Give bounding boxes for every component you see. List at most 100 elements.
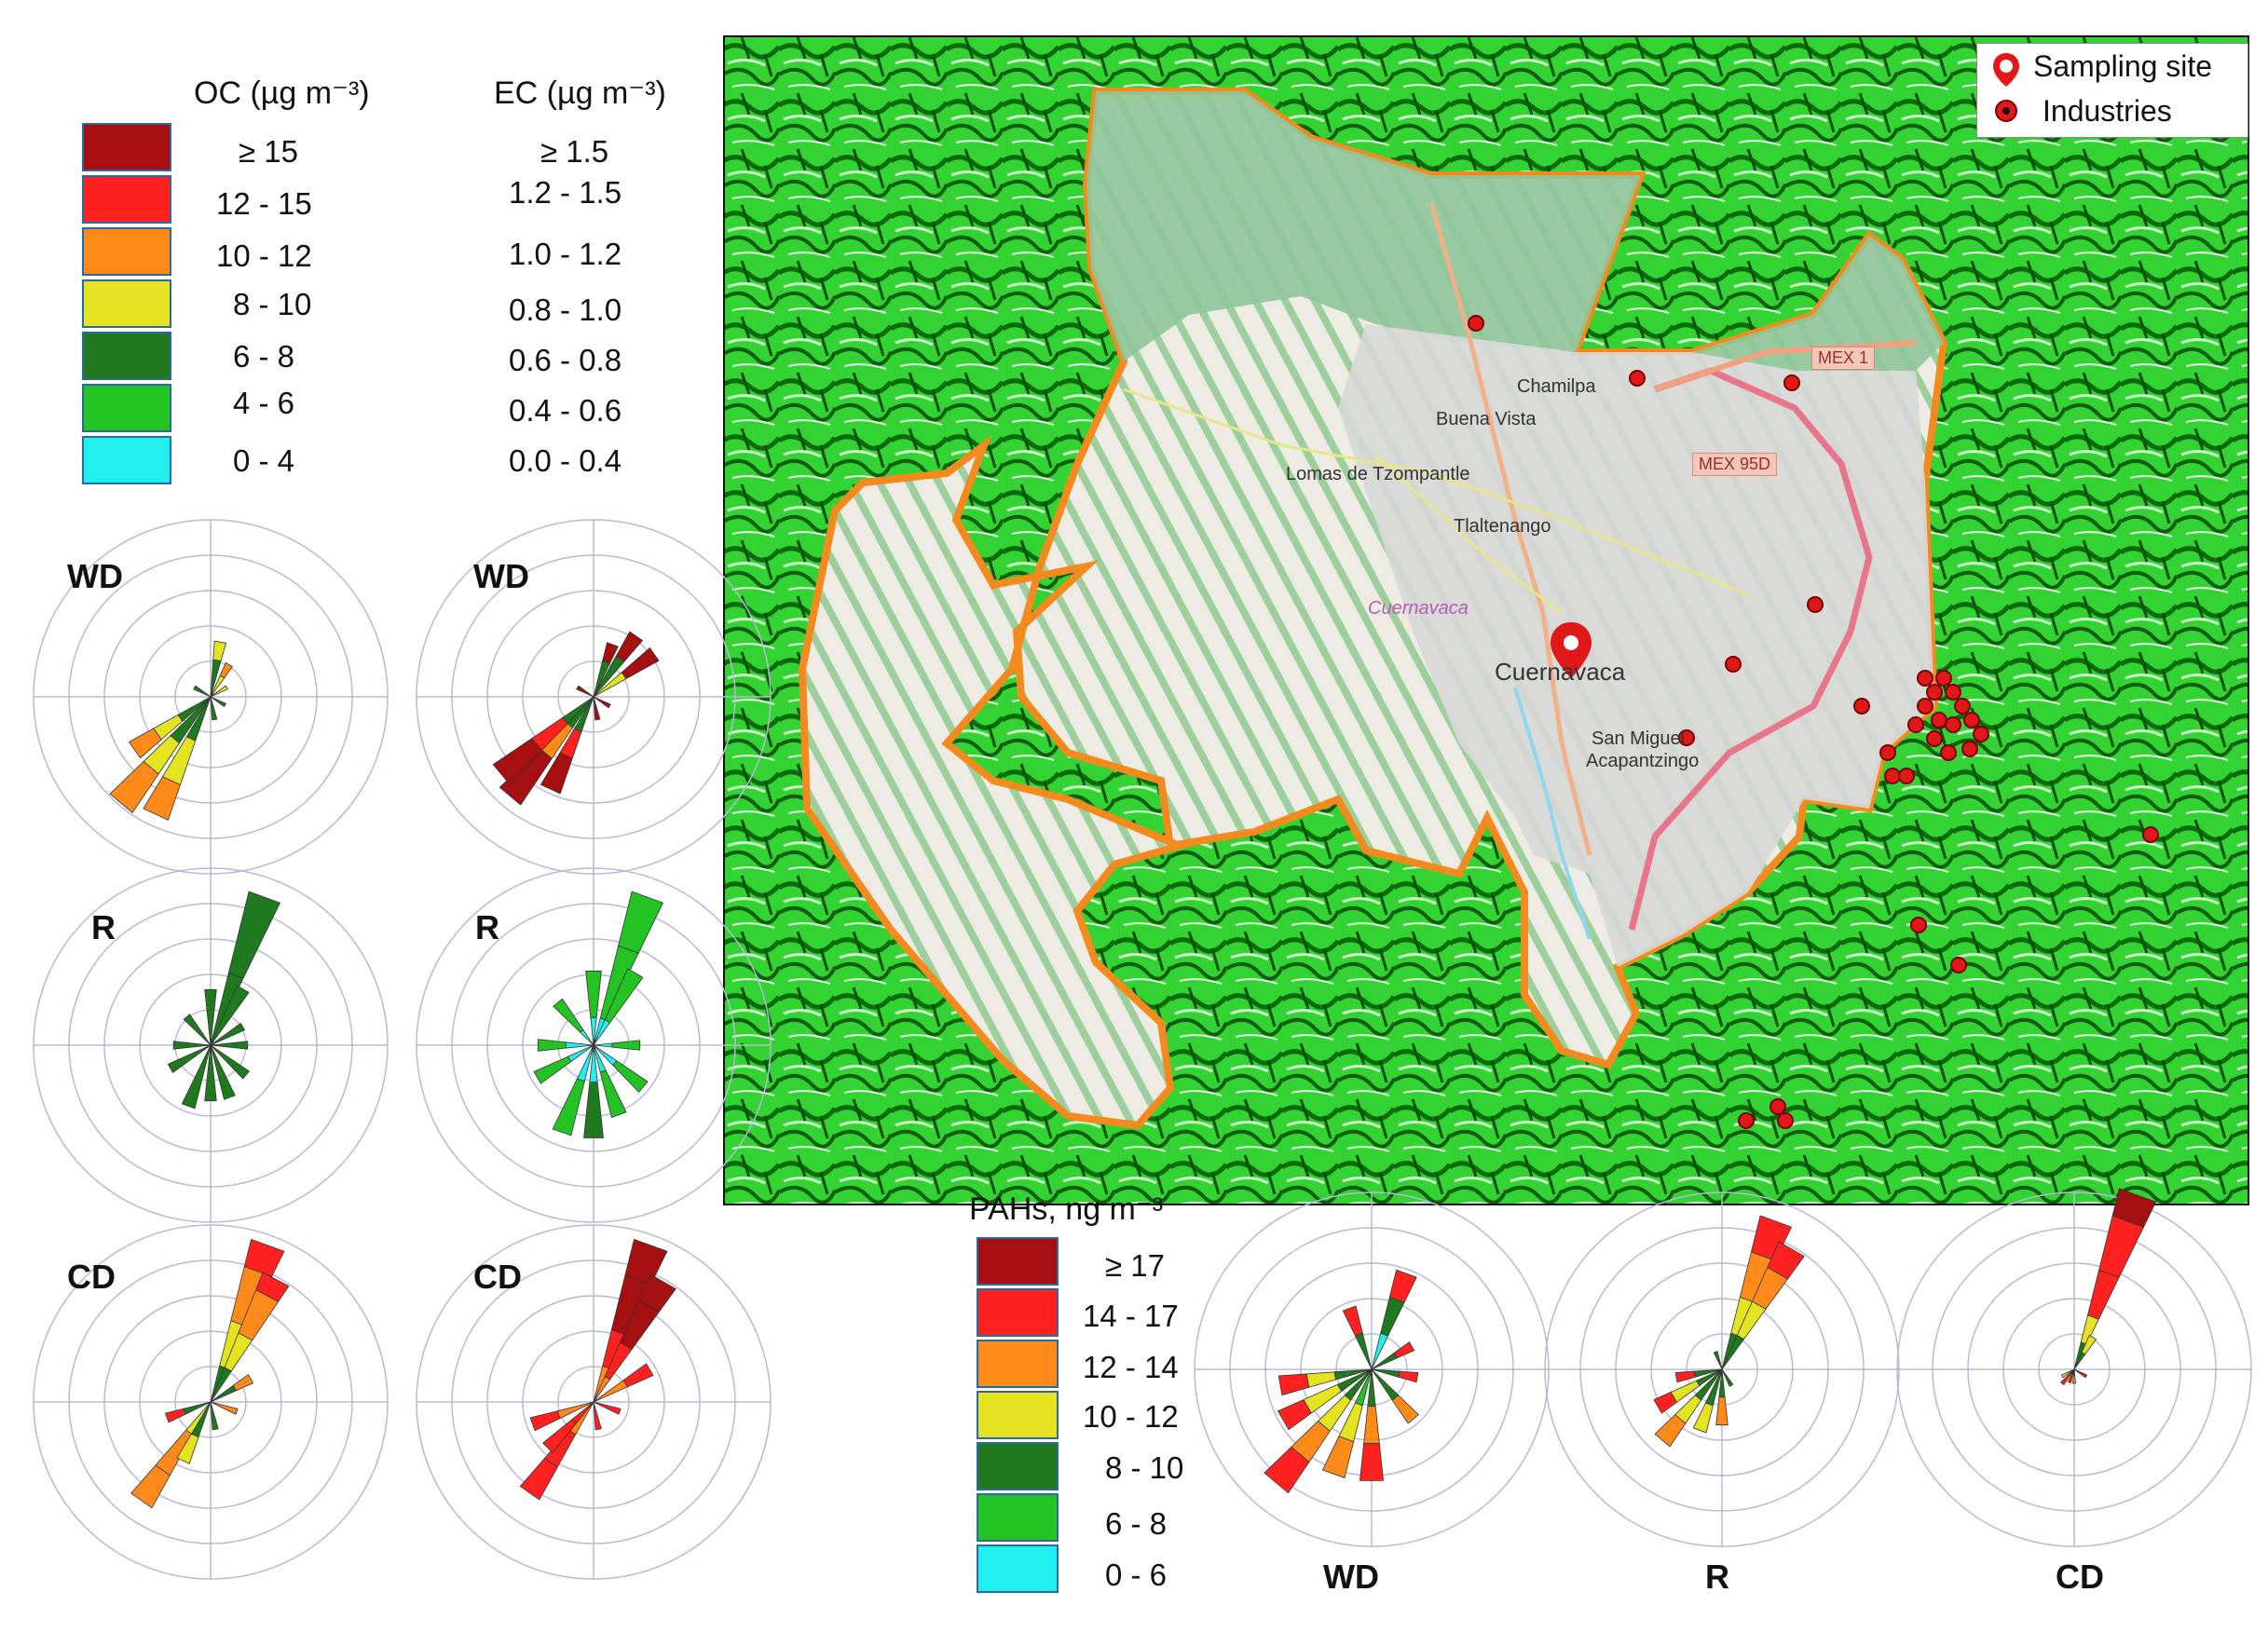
pah-legend-title: PAHs, ng m⁻³ [969,1191,1164,1227]
rose-wedge [593,1401,622,1415]
rose-wedge [1305,1371,1337,1388]
rose-wedge [583,1082,604,1138]
rose-wedge [1721,1368,1734,1387]
rose-wedge [1388,1269,1417,1303]
highway-mex1 [1654,340,1917,392]
oc-swatch-0 [82,123,171,171]
rose-wedge [204,1044,217,1102]
rose-wedge [1342,1305,1363,1337]
rose-wedge [2081,1334,2097,1355]
rose-wedge [552,1078,585,1136]
rose-wedge [492,738,542,785]
pah-swatch-5 [977,1493,1059,1542]
ec-label-6: 0.0 - 0.4 [509,443,622,478]
ec-label-4: 0.6 - 0.8 [509,343,622,377]
sampling-site-marker [1551,622,1592,678]
rose-wedge [519,1457,558,1501]
pah-swatch-1 [977,1288,1059,1337]
place-cuernavaca: Cuernavaca [1495,658,1626,686]
oc-swatch-6 [82,436,171,484]
rose-wedge [210,1401,219,1431]
rose-wedge [1653,1391,1677,1414]
rose-ec-wd [416,519,772,875]
highway-mex95d [1628,367,1873,931]
pah-swatch-2 [977,1340,1059,1388]
rose-wedge [210,1044,236,1100]
pah-swatch-0 [977,1237,1059,1286]
rose-wedge [193,685,212,698]
rose-wedge [2060,1368,2075,1386]
pah-swatch-4 [977,1442,1059,1490]
rose-wedge [210,685,228,698]
rose-wedge [164,1408,186,1423]
rose-wedge [576,685,594,698]
rose-wedge [1321,1436,1355,1478]
rose-label-pah-r: R [1705,1558,1729,1596]
ec-label-0: ≥ 1.5 [540,134,609,169]
oc-label-3: 8 - 10 [233,287,312,321]
rose-wedge [210,696,227,708]
rose-wedge [1750,1215,1793,1261]
place-acapantzingo: Acapantzingo [1586,751,1700,771]
rose-wedge [604,968,644,1024]
rose-label-oc-cd: CD [67,1258,116,1296]
rose-label-oc-r: R [91,908,116,946]
rose-label-oc-wd: WD [67,557,123,595]
rose-ec-cd [416,1224,772,1580]
rose-wedge [219,661,234,679]
rose-wedge [204,988,217,1046]
rose-wedge [585,971,602,1018]
rose-wedge [621,646,660,680]
place-buena-vista: Buena Vista [1436,409,1537,429]
rose-wedge [537,1039,567,1052]
pah-swatch-6 [977,1545,1059,1593]
rose-oc-r [33,867,389,1223]
rose-wedge [618,891,664,954]
rose-oc-wd [33,519,389,875]
rose-wedge [210,696,218,721]
rose-wedge [2067,1368,2075,1384]
rose-wedge [1692,1402,1714,1434]
rose-wedge [210,985,250,1046]
rose-wedge [1277,1373,1310,1396]
oc-label-1: 12 - 15 [216,186,312,221]
place-tlaltenango: Tlaltenango [1454,516,1551,537]
rose-wedge [638,1273,676,1313]
rose-wedge [580,1028,594,1046]
rose-wedge [1354,1332,1373,1370]
ec-label-1: 1.2 - 1.5 [509,175,622,210]
rose-wedge [130,1464,171,1509]
pah-label-4: 8 - 10 [1105,1450,1184,1485]
rose-wedge [1363,1406,1380,1444]
rose-wedge [624,1238,668,1286]
rose-pah-cd [1896,1188,2252,1547]
place-cuernavaca-italic: Cuernavaca [1368,598,1469,619]
rose-wedge [2111,1188,2157,1228]
rose-wedge [1264,1446,1310,1494]
map-canvas [721,34,2251,1207]
rose-wedge [1380,1296,1405,1337]
ec-label-2: 1.0 - 1.2 [509,237,622,271]
rose-wedge [212,640,227,662]
oc-label-6: 0 - 4 [233,443,295,478]
oc-swatch-3 [82,279,171,328]
rose-wedge [622,1363,654,1388]
rose-wedge [1713,1351,1723,1370]
rose-wedge [255,1272,290,1302]
oc-legend-title: OC (µg m⁻³) [194,75,370,111]
main-road [1428,202,1592,856]
rose-wedge [499,748,553,806]
rose-wedge [540,752,573,795]
rose-wedge [176,1433,199,1464]
rose-label-ec-r: R [475,908,499,946]
pah-label-5: 6 - 8 [1105,1506,1168,1541]
rose-wedge [128,728,162,759]
rose-ec-r [416,867,772,1223]
rose-wedge [1674,1370,1696,1383]
rose-wedge [109,760,159,813]
forest-area-east [1692,236,1944,371]
rose-label-pah-cd: CD [2056,1558,2104,1596]
rose-oc-cd [33,1224,389,1580]
sampling-site-icon [1993,53,2019,87]
rose-wedge [1391,1395,1419,1424]
